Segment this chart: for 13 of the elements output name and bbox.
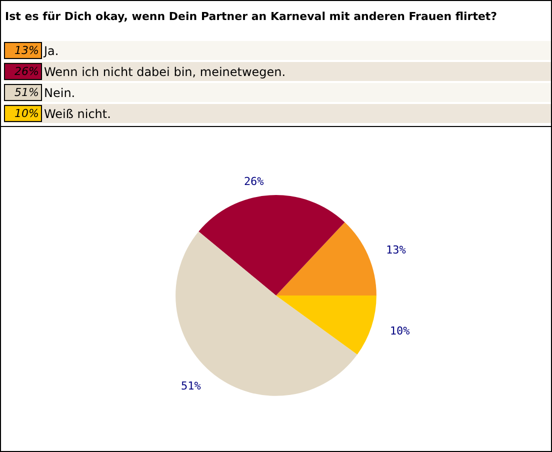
- chart-title: Ist es für Dich okay, wenn Dein Partner an Karneval mit anderen Frauen flirtet?: [4, 9, 498, 25]
- text: 13%: [14, 44, 39, 57]
- data-label: 10%: [390, 324, 410, 338]
- text: 10%: [14, 107, 39, 120]
- text: 51%: [14, 86, 39, 99]
- text: 26%: [14, 65, 39, 78]
- data-label: 26%: [244, 174, 264, 188]
- legend-label: Weiß nicht.: [44, 106, 111, 120]
- data-label: 13%: [386, 244, 406, 257]
- data-label: 51%: [180, 379, 202, 392]
- legend-label: Nein.: [44, 86, 76, 100]
- legend-label: Ja.: [44, 44, 59, 58]
- legend-label: Wenn ich nicht dabei bin, meinetwegen.: [44, 64, 286, 78]
